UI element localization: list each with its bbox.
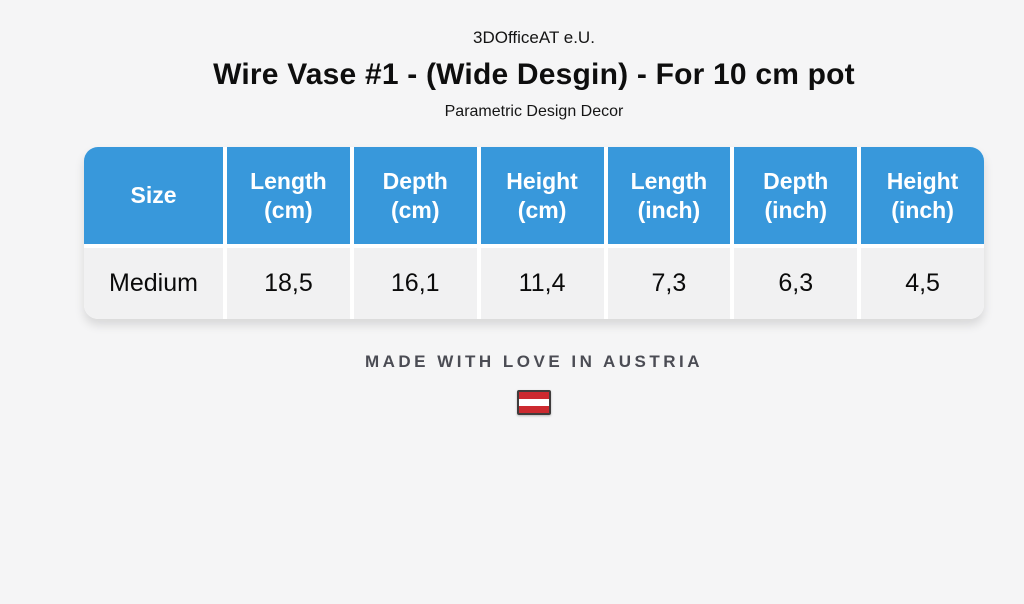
spec-table: Size Length (cm) Depth (cm) Height (cm) …: [84, 147, 984, 319]
made-in-austria-tagline: MADE WITH LOVE IN AUSTRIA: [364, 352, 704, 371]
austria-flag-icon: [517, 390, 551, 415]
brand-name: 3DOfficeAT e.U.: [473, 28, 595, 47]
cell-length-inch: 7,3: [607, 248, 731, 319]
product-spec-page: 3DOfficeAT e.U. Wire Vase #1 - (Wide Des…: [84, 0, 984, 415]
column-header-length-inch: Length (inch): [607, 147, 731, 244]
column-header-height-inch: Height (inch): [861, 147, 984, 244]
page-subtitle: Parametric Design Decor: [444, 103, 624, 120]
cell-height-inch: 4,5: [861, 248, 984, 319]
column-header-length-cm: Length (cm): [227, 147, 350, 244]
flag-stripe-red-bottom: [519, 406, 549, 413]
cell-height-cm: 11,4: [480, 248, 604, 319]
page-title: Wire Vase #1 - (Wide Desgin) - For 10 cm…: [213, 58, 855, 91]
flag-stripe-white-mid: [519, 399, 549, 406]
column-header-height-cm: Height (cm): [480, 147, 604, 244]
cell-size: Medium: [84, 248, 223, 319]
flag-stripe-red-top: [519, 392, 549, 399]
cell-depth-inch: 6,3: [734, 248, 858, 319]
column-header-depth-inch: Depth (inch): [734, 147, 858, 244]
cell-depth-cm: 16,1: [353, 248, 477, 319]
column-header-size: Size: [84, 147, 223, 244]
cell-length-cm: 18,5: [227, 248, 350, 319]
column-header-depth-cm: Depth (cm): [353, 147, 477, 244]
